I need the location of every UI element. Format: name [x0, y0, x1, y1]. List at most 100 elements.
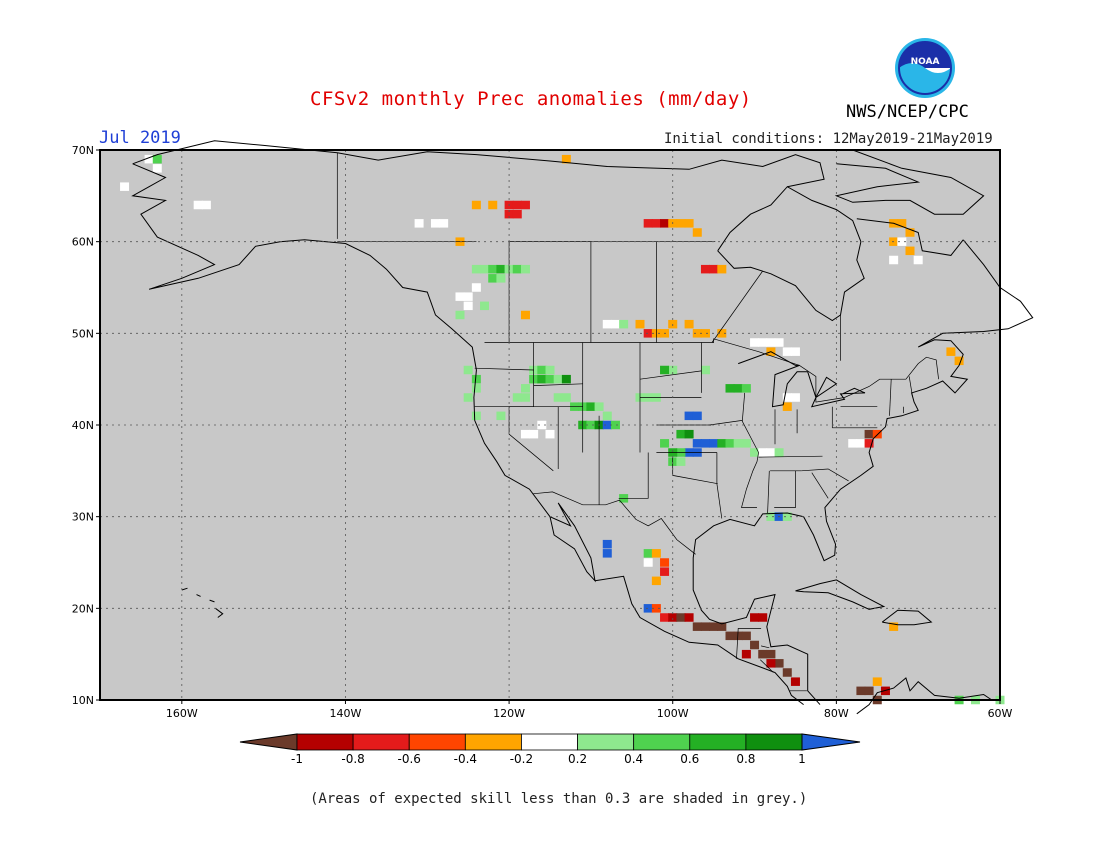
anomaly-cell: [774, 338, 784, 347]
anomaly-cell: [684, 429, 694, 439]
anomaly-cell: [463, 301, 473, 311]
border-line: [709, 420, 743, 426]
lat-tick-label: 10N: [72, 694, 94, 707]
anomaly-cell: [610, 319, 620, 329]
anomaly-cell: [692, 622, 702, 631]
coastline: [209, 599, 215, 603]
anomaly-cell: [561, 374, 571, 384]
anomaly-cell: [717, 439, 727, 448]
border-line: [767, 470, 770, 514]
anomaly-cell: [463, 393, 473, 402]
anomaly-cell: [766, 659, 776, 668]
chart-title: CFSv2 monthly Prec anomalies (mm/day): [310, 88, 752, 110]
anomaly-cell: [709, 622, 719, 631]
anomaly-cell: [120, 182, 130, 191]
svg-text:NOAA: NOAA: [911, 57, 940, 67]
border-line: [711, 270, 763, 343]
colorbar-label: 0.2: [568, 752, 587, 766]
anomaly-cell: [537, 374, 547, 384]
anomaly-cell: [643, 549, 653, 558]
lat-tick-label: 70N: [72, 144, 94, 157]
anomaly-cell: [782, 668, 792, 677]
border-line: [639, 370, 702, 380]
anomaly-cell: [766, 338, 776, 347]
colorbar-segment: [296, 733, 354, 751]
anomaly-cell: [144, 154, 154, 164]
anomaly-cell: [733, 631, 743, 641]
anomaly-cell: [750, 613, 760, 622]
coastline: [795, 579, 886, 610]
anomaly-cell: [635, 319, 645, 329]
footnote: (Areas of expected skill less than 0.3 a…: [310, 791, 808, 807]
anomaly-cell: [643, 558, 653, 567]
border-line: [760, 659, 774, 673]
anomaly-cell: [201, 200, 211, 210]
anomaly-cell: [741, 384, 751, 393]
border-line: [736, 628, 762, 659]
anomaly-cell: [856, 439, 866, 448]
anomaly-cell: [692, 439, 702, 448]
anomaly-cell: [561, 154, 571, 164]
anomaly-cell: [790, 677, 800, 686]
anomaly-cell: [463, 292, 473, 301]
anomaly-cell: [668, 613, 678, 622]
anomaly-cell: [512, 264, 522, 274]
anomaly-cell: [471, 200, 481, 210]
anomaly-cell: [586, 420, 596, 430]
anomaly-cell: [700, 329, 710, 338]
coastline: [131, 163, 596, 583]
anomaly-cell: [700, 264, 710, 274]
anomaly-cell: [709, 264, 719, 274]
anomaly-cell: [676, 613, 686, 622]
colorbar-label: -0.4: [454, 752, 477, 766]
anomaly-cell: [758, 649, 768, 659]
anomaly-cell: [504, 209, 514, 219]
coastline: [215, 607, 224, 618]
colorbar-segment: [577, 733, 635, 751]
anomaly-cell: [725, 384, 735, 393]
anomaly-cell: [602, 549, 612, 558]
anomaly-cell: [512, 393, 522, 402]
anomaly-cell: [668, 365, 678, 375]
anomaly-cell: [520, 393, 530, 402]
colorbar-label: 0.8: [736, 752, 755, 766]
anomaly-cell: [660, 567, 670, 576]
anomaly-cell: [660, 219, 670, 228]
anomaly-cell: [782, 402, 792, 411]
anomaly-cell: [897, 237, 907, 246]
anomaly-cell: [619, 319, 629, 329]
anomaly-cell: [152, 164, 162, 173]
anomaly-cell: [692, 329, 702, 338]
colorbar-segment: [464, 733, 522, 751]
anomaly-cell: [455, 292, 465, 301]
anomaly-cell: [750, 448, 760, 457]
anomaly-cell: [717, 264, 727, 274]
anomaly-cell: [660, 365, 670, 375]
noaa-logo-icon: NOAA: [895, 38, 955, 98]
colorbar-segment: [689, 733, 747, 751]
anomaly-cell: [750, 338, 760, 347]
anomaly-cell: [430, 219, 440, 228]
border-line: [801, 468, 849, 482]
anomaly-cell: [471, 283, 481, 292]
anomaly-cell: [872, 677, 882, 686]
anomaly-cell: [651, 576, 661, 586]
border-line: [774, 470, 796, 508]
anomaly-cell: [684, 319, 694, 329]
anomaly-cell: [741, 439, 751, 448]
anomaly-cell: [864, 439, 874, 448]
agency-label: NWS/NCEP/CPC: [846, 102, 969, 122]
border-line: [474, 367, 534, 371]
colorbar-label: 0.4: [624, 752, 643, 766]
anomaly-cell: [529, 429, 539, 439]
coastline: [692, 239, 1034, 705]
anomaly-cell: [471, 374, 481, 384]
coastline: [196, 594, 201, 597]
anomaly-cell: [733, 439, 743, 448]
anomaly-cell: [954, 356, 964, 366]
anomaly-cell: [545, 365, 555, 375]
border-line: [716, 452, 723, 519]
anomaly-cell: [946, 347, 956, 356]
anomaly-cell: [676, 457, 686, 466]
